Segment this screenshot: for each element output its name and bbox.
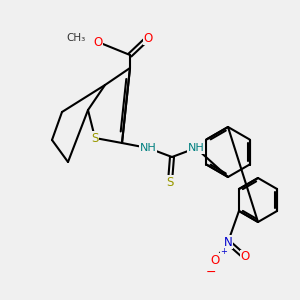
- Text: S: S: [166, 176, 174, 188]
- Text: O: O: [240, 250, 250, 263]
- Text: S: S: [91, 131, 99, 145]
- Text: N: N: [224, 236, 232, 248]
- Text: +: +: [220, 247, 227, 256]
- Text: O: O: [143, 32, 153, 44]
- Text: −: −: [206, 266, 216, 279]
- Text: O: O: [210, 254, 220, 266]
- Text: O: O: [93, 35, 103, 49]
- Text: CH₃: CH₃: [67, 33, 86, 43]
- Text: NH: NH: [188, 143, 204, 153]
- Text: NH: NH: [140, 143, 156, 153]
